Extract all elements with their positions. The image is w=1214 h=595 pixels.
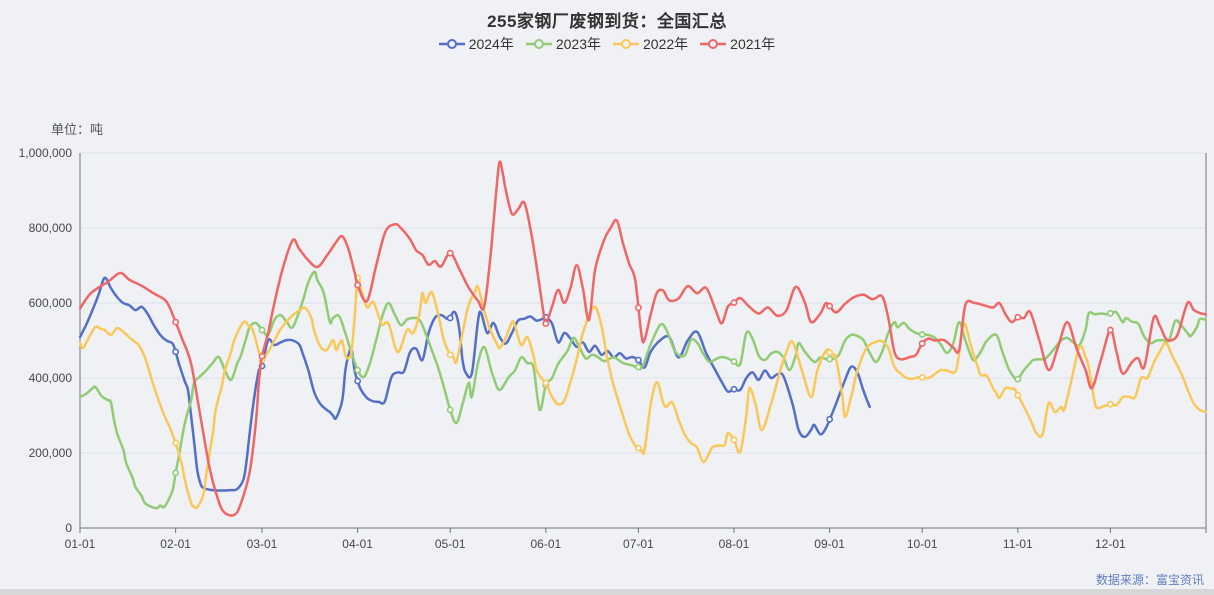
x-axis-tick-label: 06-01 [530, 537, 561, 551]
month-point-marker[interactable] [826, 415, 834, 423]
x-axis-tick-label: 11-01 [1003, 537, 1033, 551]
x-axis-tick-label: 04-01 [342, 537, 373, 551]
month-point-marker[interactable] [826, 349, 834, 356]
series-2021 [79, 160, 1207, 517]
x-axis-tick-label: 12-01 [1095, 537, 1126, 551]
month-point-marker[interactable] [354, 377, 362, 385]
x-axis-tick-label: 08-01 [719, 537, 750, 551]
month-point-marker[interactable] [446, 406, 454, 414]
legend-item-2022[interactable]: 2022年 [613, 34, 688, 54]
month-point-marker[interactable] [446, 351, 454, 359]
month-point-marker[interactable] [172, 469, 180, 477]
month-point-marker[interactable] [918, 374, 926, 381]
month-point-marker[interactable] [354, 281, 362, 289]
month-point-marker[interactable] [354, 366, 362, 374]
month-point-marker[interactable] [730, 436, 738, 444]
legend-item-2023[interactable]: 2023年 [525, 34, 601, 54]
month-point-marker[interactable] [634, 363, 642, 371]
month-point-marker[interactable] [1014, 391, 1022, 399]
series-line [79, 160, 1207, 517]
series-line [79, 270, 1207, 510]
legend-label: 2024年 [468, 36, 514, 52]
line-chart-canvas[interactable]: 0 200,000 400,000 600,000 800,000 1,000,000 01… [0, 0, 1214, 566]
y-axis-tick-label: 800,000 [29, 221, 73, 235]
legend-line-circle-icon [613, 39, 639, 49]
month-point-marker[interactable] [172, 439, 180, 447]
x-axis-tick-label: 03-01 [247, 537, 278, 551]
month-point-marker[interactable] [172, 348, 180, 356]
month-point-marker[interactable] [730, 299, 738, 307]
y-axis-tick-label: 200,000 [29, 446, 73, 460]
legend-line-circle-icon [525, 39, 552, 49]
month-point-marker[interactable] [634, 444, 642, 452]
y-axis-tick-label: 1,000,000 [19, 146, 73, 160]
x-axis-tick-label: 05-01 [435, 537, 466, 551]
page-title: 255家钢厂废钢到货：全国汇总 [487, 12, 727, 31]
y-axis-tick-label: 400,000 [29, 371, 73, 385]
month-point-marker[interactable] [1014, 313, 1022, 321]
y-axis-tick-label: 0 [65, 521, 72, 535]
month-point-marker[interactable] [730, 358, 738, 365]
legend-line-circle-icon [700, 39, 727, 49]
legend-line-circle-icon [438, 39, 465, 49]
series-line [79, 276, 871, 492]
month-point-marker[interactable] [634, 304, 642, 312]
month-point-marker[interactable] [542, 320, 550, 328]
chart-legend: 2024年 2023年 2022年 2021年 [0, 34, 1214, 54]
month-point-marker[interactable] [918, 340, 926, 347]
month-point-marker[interactable] [172, 318, 180, 326]
month-point-marker[interactable] [826, 355, 834, 363]
month-point-marker[interactable] [1106, 400, 1114, 408]
month-point-marker[interactable] [1106, 309, 1114, 317]
month-point-marker[interactable] [1014, 375, 1022, 383]
y-axis-unit-label: 单位：吨 [51, 122, 104, 137]
legend-item-2021[interactable]: 2021年 [700, 34, 775, 54]
data-source-credit: 数据来源：富宝资讯 [1095, 573, 1204, 587]
month-point-marker[interactable] [918, 331, 926, 338]
x-axis-tick-label: 10-01 [907, 537, 938, 551]
series-line [79, 275, 1207, 510]
series-2022 [79, 274, 1207, 510]
month-point-marker[interactable] [542, 379, 550, 387]
window-bottom-edge [0, 589, 1214, 595]
legend-item-2024[interactable]: 2024年 [438, 34, 514, 54]
legend-label: 2023年 [555, 36, 601, 52]
legend-label: 2022年 [643, 36, 689, 52]
legend-label: 2021年 [730, 36, 776, 52]
x-axis-tick-label: 02-01 [160, 537, 191, 551]
month-point-marker[interactable] [1106, 326, 1114, 334]
y-axis-tick-label: 600,000 [29, 296, 73, 310]
month-point-marker[interactable] [258, 352, 266, 360]
x-axis-tick-label: 01-01 [65, 537, 96, 551]
month-point-marker[interactable] [826, 302, 834, 310]
month-point-marker[interactable] [446, 249, 454, 257]
month-point-marker[interactable] [258, 326, 266, 334]
month-point-marker[interactable] [446, 314, 454, 322]
month-point-marker[interactable] [730, 385, 738, 393]
month-point-marker[interactable] [634, 356, 642, 364]
x-axis-tick-label: 09-01 [814, 537, 845, 551]
x-axis-tick-label: 07-01 [623, 537, 654, 551]
